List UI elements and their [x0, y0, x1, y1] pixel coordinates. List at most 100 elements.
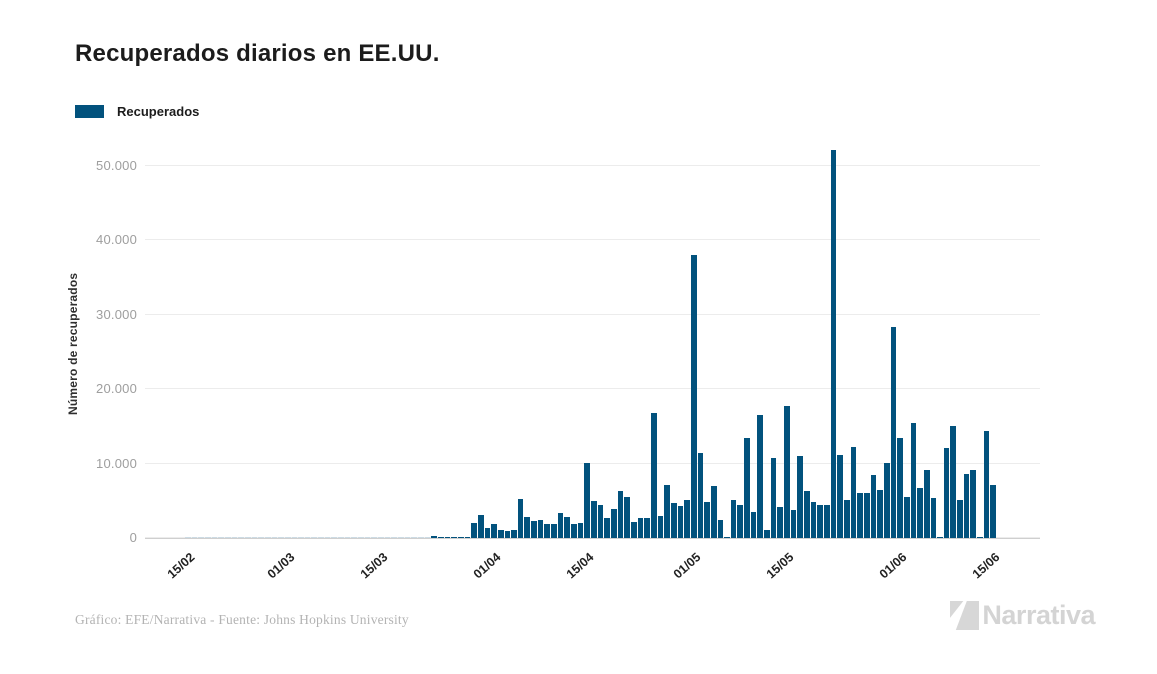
bar: [318, 537, 324, 538]
bar: [417, 537, 424, 538]
bar: [990, 484, 997, 538]
bar: [903, 496, 910, 538]
narrativa-logo-icon: [950, 601, 980, 630]
bar: [604, 518, 610, 538]
bar: [584, 463, 591, 538]
bars: [185, 150, 997, 538]
bar: [877, 489, 883, 538]
x-tick-label: 15/02: [165, 550, 198, 582]
x-tick-label: 01/06: [876, 550, 909, 582]
bar: [238, 537, 244, 538]
bar: [717, 519, 724, 538]
bar: [551, 523, 557, 538]
bar: [611, 509, 617, 538]
y-tick-label: 40.000: [96, 232, 137, 248]
bar: [431, 536, 437, 538]
gridline: [145, 313, 1040, 315]
bar: [863, 493, 870, 538]
x-tick-label: 15/03: [357, 550, 391, 582]
y-tick-label: 30.000: [96, 306, 137, 322]
bar: [784, 406, 790, 538]
bar: [358, 537, 364, 538]
bars-wrap: [145, 150, 1040, 538]
x-tick-label: 01/05: [670, 550, 703, 582]
x-axis-tick-labels: 15/02 01/03 15/03 01/04 15/04 01/05 15/05 01/06…: [145, 538, 1040, 598]
x-tick-label: 15/06: [969, 550, 1003, 582]
bar: [185, 537, 191, 538]
legend-swatch-icon: [75, 105, 104, 118]
bar: [524, 517, 531, 538]
bar: [537, 519, 544, 538]
bar: [364, 537, 371, 538]
plot-area: [145, 150, 1040, 539]
bar: [957, 499, 963, 538]
bar: [937, 537, 943, 538]
bar: [970, 469, 977, 538]
chart-title: Recuperados diarios en EE.UU.: [75, 40, 440, 67]
bar: [517, 499, 524, 538]
bar: [737, 504, 744, 538]
bar: [917, 488, 923, 538]
bar: [231, 537, 238, 538]
bar: [724, 537, 730, 538]
y-tick-label: 0: [129, 530, 137, 545]
gridline: [145, 388, 1040, 390]
bar: [730, 499, 737, 538]
bar: [564, 517, 571, 538]
bar: [657, 515, 664, 538]
bar: [983, 430, 990, 538]
bar: [424, 537, 431, 538]
legend: Recuperados: [75, 104, 199, 119]
bar: [930, 498, 937, 538]
bar: [883, 463, 890, 538]
x-tick-label: 01/04: [470, 550, 504, 582]
bar: [591, 500, 597, 538]
bar: [690, 254, 697, 538]
bar: [204, 537, 211, 538]
bar: [943, 447, 950, 538]
bar: [391, 537, 397, 538]
narrativa-logo: Narrativa: [950, 600, 1095, 631]
bar: [810, 501, 817, 538]
bar: [804, 491, 810, 538]
bar: [491, 524, 497, 538]
bar: [544, 523, 551, 538]
bar: [271, 537, 278, 538]
gridline: [145, 239, 1040, 241]
bar: [744, 437, 750, 538]
x-tick-label: 01/03: [264, 550, 298, 582]
bar: [258, 537, 264, 538]
bar: [684, 499, 690, 538]
bar: [757, 415, 764, 538]
bar: [244, 537, 251, 538]
bar: [650, 413, 657, 538]
bar: [211, 537, 218, 538]
bar: [637, 518, 644, 538]
x-tick-label: 15/05: [763, 550, 796, 582]
bar: [963, 473, 970, 538]
bar: [264, 537, 271, 538]
bar: [843, 499, 850, 538]
bar: [557, 512, 564, 538]
bar: [764, 529, 770, 538]
bar: [384, 537, 391, 538]
gridline: [145, 165, 1040, 166]
bar: [923, 469, 930, 538]
bar: [251, 537, 258, 538]
bar: [511, 530, 517, 538]
bar: [398, 537, 404, 538]
bar: [224, 537, 231, 538]
bar: [457, 537, 464, 538]
bar: [504, 530, 511, 538]
bar: [617, 491, 624, 538]
bar: [378, 537, 384, 538]
bar: [331, 537, 338, 538]
gridline: [145, 462, 1040, 464]
bar: [191, 537, 198, 538]
bar: [670, 503, 677, 538]
bar: [850, 446, 857, 538]
bar: [777, 506, 784, 538]
bar: [830, 150, 837, 538]
bar: [291, 537, 298, 538]
